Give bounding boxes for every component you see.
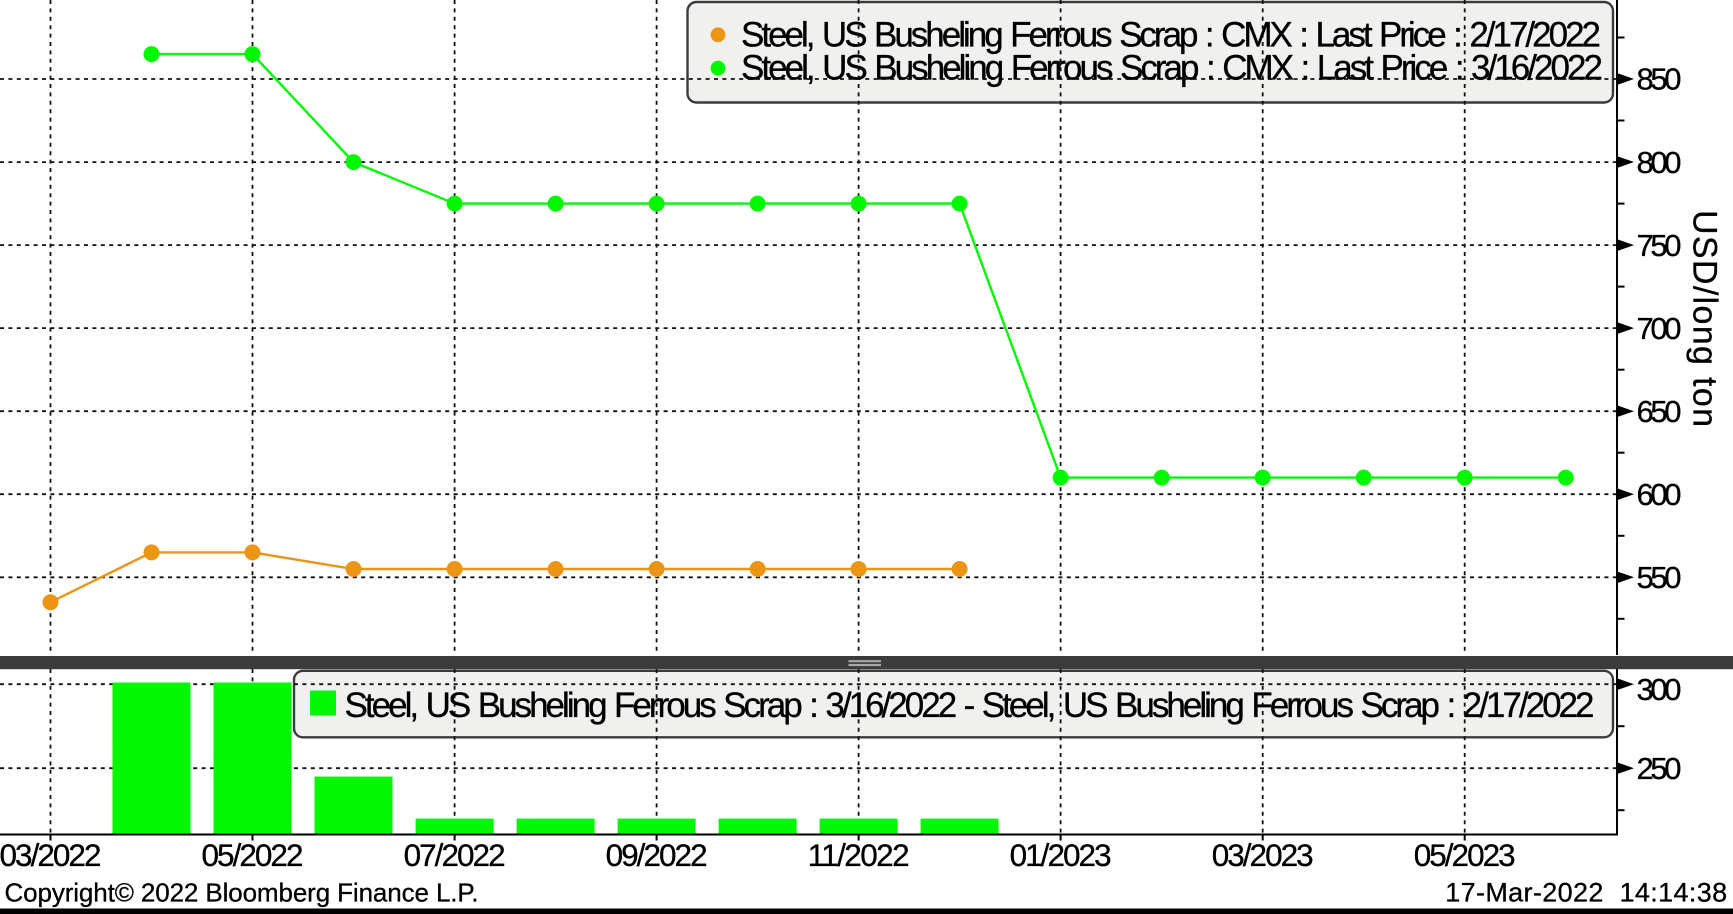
svg-text:11/2022: 11/2022 [808, 837, 910, 873]
svg-text:650: 650 [1637, 394, 1682, 429]
svg-text:05/2023: 05/2023 [1414, 837, 1516, 873]
svg-text:01/2023: 01/2023 [1010, 837, 1112, 873]
svg-text:17-Mar-2022 14:14:38: 17-Mar-2022 14:14:38 [1445, 877, 1727, 907]
svg-text:03/2022: 03/2022 [0, 837, 102, 873]
svg-text:750: 750 [1637, 228, 1682, 263]
svg-text:800: 800 [1637, 145, 1682, 180]
svg-text:Steel, US Busheling Ferrous Sc: Steel, US Busheling Ferrous Scrap : CMX … [741, 15, 1601, 54]
svg-text:USD/long ton: USD/long ton [1686, 210, 1724, 427]
svg-text:250: 250 [1637, 751, 1682, 786]
svg-text:850: 850 [1637, 62, 1682, 97]
svg-text:Steel, US Busheling Ferrous Sc: Steel, US Busheling Ferrous Scrap : CMX … [741, 49, 1603, 88]
svg-text:05/2022: 05/2022 [202, 837, 304, 873]
svg-text:07/2022: 07/2022 [404, 837, 506, 873]
svg-text:Copyright© 2022 Bloomberg Fina: Copyright© 2022 Bloomberg Finance L.P. [5, 877, 479, 907]
svg-text:Steel, US Busheling Ferrous Sc: Steel, US Busheling Ferrous Scrap : 3/16… [345, 686, 1595, 725]
svg-text:03/2023: 03/2023 [1212, 837, 1314, 873]
svg-text:700: 700 [1637, 311, 1682, 346]
svg-text:09/2022: 09/2022 [606, 837, 708, 873]
svg-text:550: 550 [1637, 560, 1682, 595]
svg-text:600: 600 [1637, 477, 1682, 512]
svg-text:300: 300 [1637, 672, 1682, 707]
